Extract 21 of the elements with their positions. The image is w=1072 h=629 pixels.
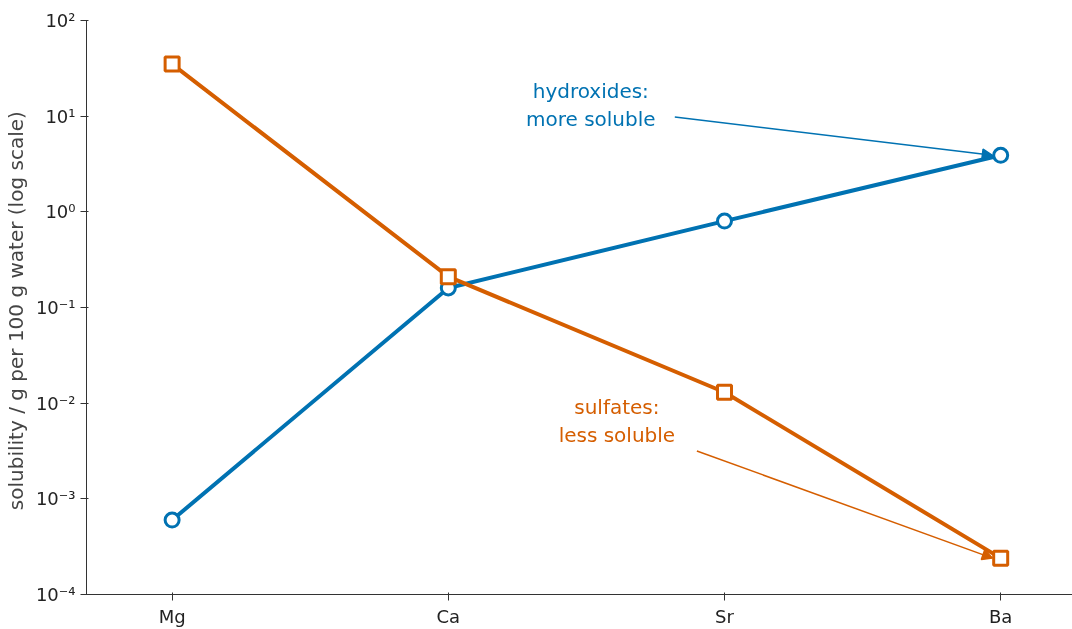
y-tick-label: 10⁻² <box>35 392 76 414</box>
point <box>716 383 733 401</box>
x-tick-label: Ca <box>436 605 461 627</box>
point <box>992 549 1010 567</box>
x-tick-label: Mg <box>158 605 186 627</box>
point <box>439 268 457 286</box>
y-tick-label: 10⁻⁴ <box>35 584 76 605</box>
point <box>163 55 181 73</box>
y-tick-label: 10⁻³ <box>35 488 76 510</box>
y-tick-label: 10⁻¹ <box>35 297 76 318</box>
y-tick-label: 10² <box>45 10 76 31</box>
x-tick-label: Ba <box>989 605 1013 627</box>
point <box>163 511 181 529</box>
annotation: hydroxides: more soluble <box>525 78 656 132</box>
annotation: sulfates: less soluble <box>558 394 676 448</box>
point <box>716 212 733 230</box>
y-tick-label: 10⁰ <box>45 201 76 223</box>
point <box>992 146 1010 164</box>
y-tick-label: 10¹ <box>45 105 76 127</box>
y-axis-title: solubility / g per 100 g water (log scale) <box>3 111 28 511</box>
x-tick-label: Sr <box>715 605 735 627</box>
